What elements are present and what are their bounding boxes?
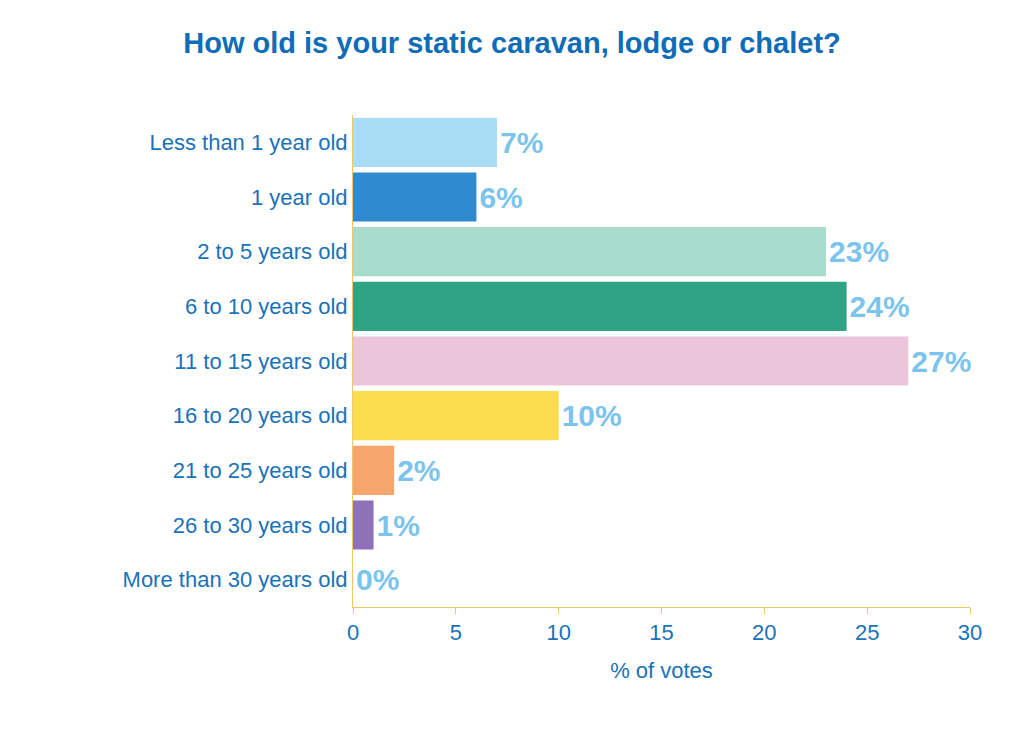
svg-text:0: 0 bbox=[347, 620, 359, 645]
svg-text:1 year old: 1 year old bbox=[251, 185, 348, 210]
svg-text:10: 10 bbox=[546, 620, 570, 645]
svg-text:20: 20 bbox=[752, 620, 776, 645]
svg-text:1%: 1% bbox=[377, 509, 420, 542]
svg-text:Less than 1 year old: Less than 1 year old bbox=[149, 130, 347, 155]
svg-text:21 to 25 years old: 21 to 25 years old bbox=[173, 458, 348, 483]
svg-text:5: 5 bbox=[450, 620, 462, 645]
svg-text:% of votes: % of votes bbox=[610, 658, 713, 683]
svg-text:2%: 2% bbox=[397, 454, 440, 487]
svg-text:How old is your static caravan: How old is your static caravan, lodge or… bbox=[183, 27, 841, 59]
svg-text:2 to 5 years old: 2 to 5 years old bbox=[197, 239, 347, 264]
svg-text:0%: 0% bbox=[356, 563, 399, 596]
svg-text:More than 30 years old: More than 30 years old bbox=[123, 567, 348, 592]
svg-text:6 to 10 years old: 6 to 10 years old bbox=[185, 294, 348, 319]
svg-text:26 to 30 years old: 26 to 30 years old bbox=[173, 513, 348, 538]
svg-text:11 to 15 years old: 11 to 15 years old bbox=[174, 349, 347, 374]
svg-text:27%: 27% bbox=[911, 345, 971, 378]
svg-text:16 to 20 years old: 16 to 20 years old bbox=[173, 403, 348, 428]
svg-text:24%: 24% bbox=[850, 290, 910, 323]
svg-text:23%: 23% bbox=[829, 235, 889, 268]
svg-text:6%: 6% bbox=[479, 181, 522, 214]
svg-text:7%: 7% bbox=[500, 126, 543, 159]
svg-text:10%: 10% bbox=[562, 399, 622, 432]
svg-text:15: 15 bbox=[649, 620, 673, 645]
svg-text:30: 30 bbox=[958, 620, 982, 645]
svg-text:25: 25 bbox=[855, 620, 879, 645]
